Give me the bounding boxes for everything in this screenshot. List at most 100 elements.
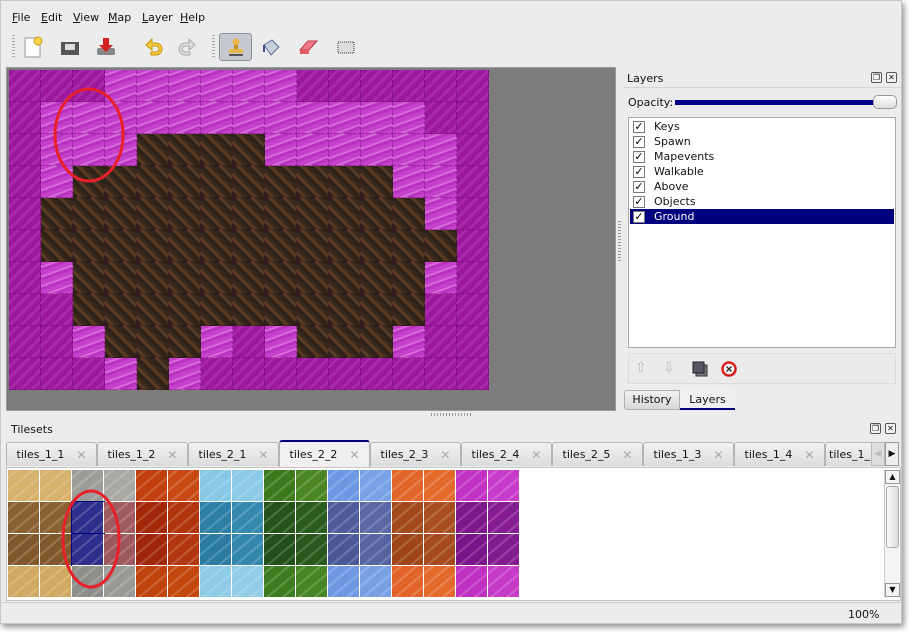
map-tile[interactable]: [201, 262, 233, 294]
float-panel-icon[interactable]: ❐: [871, 72, 882, 83]
tileset-tile[interactable]: [104, 502, 136, 534]
opacity-slider[interactable]: [675, 95, 897, 109]
map-tile[interactable]: [169, 294, 201, 326]
map-tile[interactable]: [41, 230, 73, 262]
close-tab-icon[interactable]: ✕: [349, 447, 360, 462]
menu-view[interactable]: View: [73, 11, 100, 24]
tab-tiles_2_4[interactable]: tiles_2_4 ✕: [461, 442, 552, 466]
map-tile[interactable]: [201, 134, 233, 166]
map-tile[interactable]: [361, 358, 393, 390]
tab-tiles_2_2[interactable]: tiles_2_2 ✕: [279, 440, 370, 467]
tileset-tile[interactable]: [360, 566, 392, 598]
map-tile[interactable]: [393, 230, 425, 262]
map-tile[interactable]: [425, 198, 457, 230]
map-tile[interactable]: [201, 70, 233, 102]
map-tile[interactable]: [169, 166, 201, 198]
map-tile[interactable]: [393, 326, 425, 358]
scrollbar-thumb[interactable]: [886, 486, 899, 548]
tileset-tile[interactable]: [328, 566, 360, 598]
map-tile[interactable]: [457, 358, 489, 390]
map-tile[interactable]: [105, 134, 137, 166]
tileset-tile[interactable]: [264, 534, 296, 566]
remove-layer-icon[interactable]: [721, 361, 737, 377]
tileset-tile[interactable]: [296, 470, 328, 502]
opacity-slider-handle[interactable]: [873, 95, 897, 109]
map-tile[interactable]: [361, 230, 393, 262]
layer-list[interactable]: ✓ Keys ✓ Spawn ✓ Mapevents ✓ Walkable ✓ Above ✓ Obj…: [628, 117, 896, 348]
map-tile[interactable]: [329, 134, 361, 166]
map-tile[interactable]: [329, 262, 361, 294]
map-tile[interactable]: [9, 70, 41, 102]
map-tile[interactable]: [9, 166, 41, 198]
tileset-tile[interactable]: [264, 502, 296, 534]
tileset-tile[interactable]: [264, 566, 296, 598]
tileset-tile[interactable]: [136, 566, 168, 598]
undo-button[interactable]: [138, 33, 168, 61]
tileset-tile[interactable]: [200, 470, 232, 502]
map-tile[interactable]: [329, 230, 361, 262]
map-tile[interactable]: [201, 230, 233, 262]
map-tile[interactable]: [361, 198, 393, 230]
map-tile[interactable]: [297, 358, 329, 390]
map-tile[interactable]: [393, 262, 425, 294]
map-tile[interactable]: [41, 326, 73, 358]
map-tile[interactable]: [265, 262, 297, 294]
map-tile[interactable]: [425, 102, 457, 134]
map-tile[interactable]: [329, 166, 361, 198]
tab-tiles_1_1[interactable]: tiles_1_1 ✕: [6, 442, 97, 466]
map-tile[interactable]: [233, 326, 265, 358]
map-tile[interactable]: [329, 70, 361, 102]
map-tile[interactable]: [393, 134, 425, 166]
tileset-tile[interactable]: [168, 502, 200, 534]
tileset-tile[interactable]: [8, 470, 40, 502]
map-tile[interactable]: [393, 358, 425, 390]
close-tab-icon[interactable]: ✕: [440, 447, 451, 462]
map-tile[interactable]: [265, 198, 297, 230]
redo-button[interactable]: [173, 33, 203, 61]
tileset-tile[interactable]: [200, 502, 232, 534]
map-tile[interactable]: [297, 134, 329, 166]
map-tile[interactable]: [73, 102, 105, 134]
tile-map[interactable]: [9, 70, 489, 390]
tileset-tile[interactable]: [392, 534, 424, 566]
map-tile[interactable]: [105, 230, 137, 262]
layer-row[interactable]: ✓ Walkable: [630, 164, 894, 179]
map-tile[interactable]: [425, 358, 457, 390]
map-tile[interactable]: [361, 70, 393, 102]
menu-file[interactable]: File: [12, 11, 31, 24]
eraser-button[interactable]: [293, 33, 323, 61]
tileset-tile[interactable]: [456, 566, 488, 598]
map-tile[interactable]: [105, 326, 137, 358]
map-tile[interactable]: [41, 294, 73, 326]
map-tile[interactable]: [393, 102, 425, 134]
tileset-tile[interactable]: [136, 470, 168, 502]
tileset-tile[interactable]: [200, 534, 232, 566]
map-tile[interactable]: [137, 198, 169, 230]
layer-visibility-checkbox[interactable]: ✓: [633, 134, 645, 148]
tileset-tile[interactable]: [328, 502, 360, 534]
tileset-tile[interactable]: [328, 470, 360, 502]
map-tile[interactable]: [393, 166, 425, 198]
tileset-tile[interactable]: [71, 501, 105, 535]
tab-layers[interactable]: Layers: [680, 389, 735, 410]
tileset-tile[interactable]: [168, 534, 200, 566]
map-tile[interactable]: [9, 102, 41, 134]
vertical-splitter[interactable]: [618, 221, 621, 261]
tileset-tile[interactable]: [392, 566, 424, 598]
map-tile[interactable]: [169, 134, 201, 166]
map-tile[interactable]: [201, 294, 233, 326]
map-tile[interactable]: [201, 198, 233, 230]
menu-help[interactable]: Help: [180, 11, 206, 24]
map-tile[interactable]: [297, 326, 329, 358]
map-tile[interactable]: [41, 166, 73, 198]
map-tile[interactable]: [233, 198, 265, 230]
map-tile[interactable]: [329, 198, 361, 230]
map-tile[interactable]: [329, 102, 361, 134]
map-tile[interactable]: [361, 102, 393, 134]
map-tile[interactable]: [361, 326, 393, 358]
tab-tiles_2_3[interactable]: tiles_2_3 ✕: [370, 442, 461, 466]
map-tile[interactable]: [105, 358, 137, 390]
open-file-button[interactable]: [55, 33, 85, 61]
map-tile[interactable]: [265, 230, 297, 262]
tileset-tile[interactable]: [8, 534, 40, 566]
